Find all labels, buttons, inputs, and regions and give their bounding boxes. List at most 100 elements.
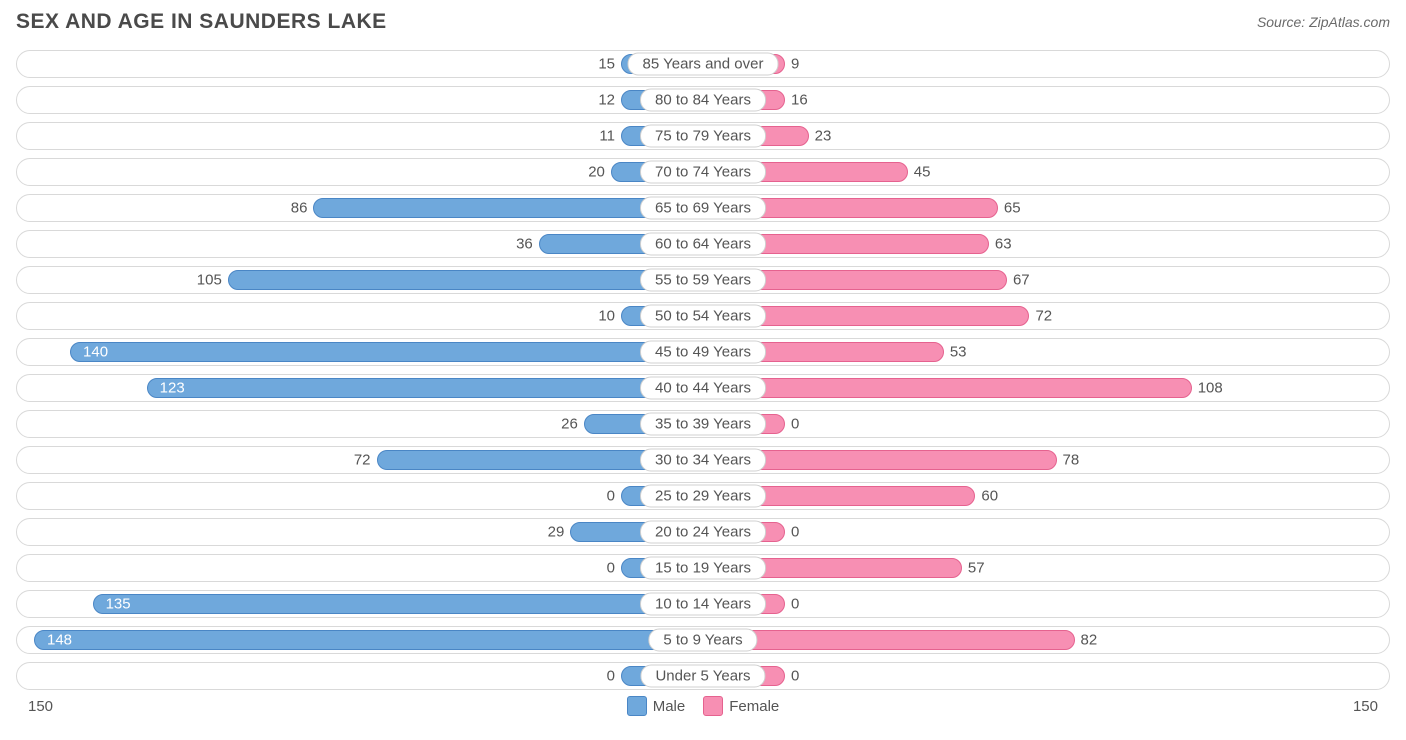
chart-title: SEX AND AGE IN SAUNDERS LAKE xyxy=(16,10,387,34)
male-bar xyxy=(34,630,703,650)
female-half: 57 xyxy=(703,555,1389,581)
male-half: 0 xyxy=(17,555,703,581)
female-value-label: 65 xyxy=(1004,200,1021,217)
male-value-label: 12 xyxy=(598,92,615,109)
female-half: 60 xyxy=(703,483,1389,509)
female-half: 0 xyxy=(703,591,1389,617)
male-bar xyxy=(147,378,703,398)
category-label: 10 to 14 Years xyxy=(640,593,766,616)
female-value-label: 72 xyxy=(1035,308,1052,325)
axis-left-label: 150 xyxy=(28,698,53,715)
male-half: 135 xyxy=(17,591,703,617)
male-half: 0 xyxy=(17,663,703,689)
female-half: 0 xyxy=(703,663,1389,689)
female-half: 16 xyxy=(703,87,1389,113)
female-half: 63 xyxy=(703,231,1389,257)
male-half: 12 xyxy=(17,87,703,113)
pyramid-row: 123 108 40 to 44 Years xyxy=(16,374,1390,402)
category-label: 5 to 9 Years xyxy=(648,629,757,652)
category-label: 45 to 49 Years xyxy=(640,341,766,364)
male-value-label: 123 xyxy=(160,380,185,397)
pyramid-row: 121680 to 84 Years xyxy=(16,86,1390,114)
male-value-label: 0 xyxy=(607,668,615,685)
male-bar xyxy=(93,594,703,614)
male-value-label: 11 xyxy=(599,128,615,145)
pyramid-row: 26035 to 39 Years xyxy=(16,410,1390,438)
female-half: 72 xyxy=(703,303,1389,329)
male-value-label: 10 xyxy=(598,308,615,325)
male-value-label: 0 xyxy=(607,488,615,505)
female-value-label: 63 xyxy=(995,236,1012,253)
category-label: 75 to 79 Years xyxy=(640,125,766,148)
legend-swatch xyxy=(703,696,723,716)
male-value-label: 29 xyxy=(548,524,565,541)
female-half: 82 xyxy=(703,627,1389,653)
male-half: 123 xyxy=(17,375,703,401)
pyramid-row: 15985 Years and over xyxy=(16,50,1390,78)
category-label: 30 to 34 Years xyxy=(640,449,766,472)
female-value-label: 0 xyxy=(791,596,799,613)
male-value-label: 148 xyxy=(47,632,72,649)
female-half: 65 xyxy=(703,195,1389,221)
male-value-label: 140 xyxy=(83,344,108,361)
axis-row: 150 MaleFemale 150 xyxy=(16,696,1390,716)
legend-label: Male xyxy=(653,698,686,715)
male-value-label: 135 xyxy=(106,596,131,613)
pyramid-row: 0 57 15 to 19 Years xyxy=(16,554,1390,582)
male-value-label: 15 xyxy=(598,56,615,73)
category-label: 15 to 19 Years xyxy=(640,557,766,580)
category-label: 70 to 74 Years xyxy=(640,161,766,184)
male-half: 29 xyxy=(17,519,703,545)
female-half: 108 xyxy=(703,375,1389,401)
pyramid-row: 00Under 5 Years xyxy=(16,662,1390,690)
female-value-label: 0 xyxy=(791,416,799,433)
legend: Male Female xyxy=(627,696,780,716)
female-value-label: 60 xyxy=(981,488,998,505)
female-bar xyxy=(703,630,1075,650)
female-value-label: 0 xyxy=(791,524,799,541)
male-half: 148 xyxy=(17,627,703,653)
pyramid-row: 140 53 45 to 49 Years xyxy=(16,338,1390,366)
female-half: 78 xyxy=(703,447,1389,473)
chart-source: Source: ZipAtlas.com xyxy=(1257,14,1390,30)
pyramid-row: 72 7830 to 34 Years xyxy=(16,446,1390,474)
female-half: 0 xyxy=(703,411,1389,437)
male-half: 11 xyxy=(17,123,703,149)
pyramid-row: 20 45 70 to 74 Years xyxy=(16,158,1390,186)
pyramid-row: 135 0 10 to 14 Years xyxy=(16,590,1390,618)
pyramid-row: 112375 to 79 Years xyxy=(16,122,1390,150)
male-value-label: 105 xyxy=(197,272,222,289)
male-value-label: 20 xyxy=(588,164,605,181)
category-label: 35 to 39 Years xyxy=(640,413,766,436)
female-value-label: 45 xyxy=(914,164,931,181)
pyramid-row: 366360 to 64 Years xyxy=(16,230,1390,258)
category-label: 60 to 64 Years xyxy=(640,233,766,256)
category-label: 40 to 44 Years xyxy=(640,377,766,400)
female-value-label: 67 xyxy=(1013,272,1030,289)
female-value-label: 16 xyxy=(791,92,808,109)
female-value-label: 108 xyxy=(1198,380,1223,397)
legend-item: Female xyxy=(703,696,779,716)
pyramid-row: 148 82 5 to 9 Years xyxy=(16,626,1390,654)
category-label: Under 5 Years xyxy=(640,665,765,688)
male-half: 15 xyxy=(17,51,703,77)
pyramid-row: 1056755 to 59 Years xyxy=(16,266,1390,294)
female-value-label: 9 xyxy=(791,56,799,73)
female-value-label: 82 xyxy=(1081,632,1098,649)
male-value-label: 72 xyxy=(354,452,371,469)
legend-swatch xyxy=(627,696,647,716)
chart-header: SEX AND AGE IN SAUNDERS LAKE Source: Zip… xyxy=(16,10,1390,34)
female-half: 0 xyxy=(703,519,1389,545)
category-label: 20 to 24 Years xyxy=(640,521,766,544)
male-value-label: 0 xyxy=(607,560,615,577)
pyramid-row: 866565 to 69 Years xyxy=(16,194,1390,222)
male-half: 86 xyxy=(17,195,703,221)
chart-rows: 15985 Years and over121680 to 84 Years11… xyxy=(16,50,1390,690)
female-value-label: 57 xyxy=(968,560,985,577)
legend-label: Female xyxy=(729,698,779,715)
female-half: 45 xyxy=(703,159,1389,185)
legend-item: Male xyxy=(627,696,686,716)
male-half: 72 xyxy=(17,447,703,473)
female-value-label: 53 xyxy=(950,344,967,361)
male-value-label: 86 xyxy=(291,200,308,217)
